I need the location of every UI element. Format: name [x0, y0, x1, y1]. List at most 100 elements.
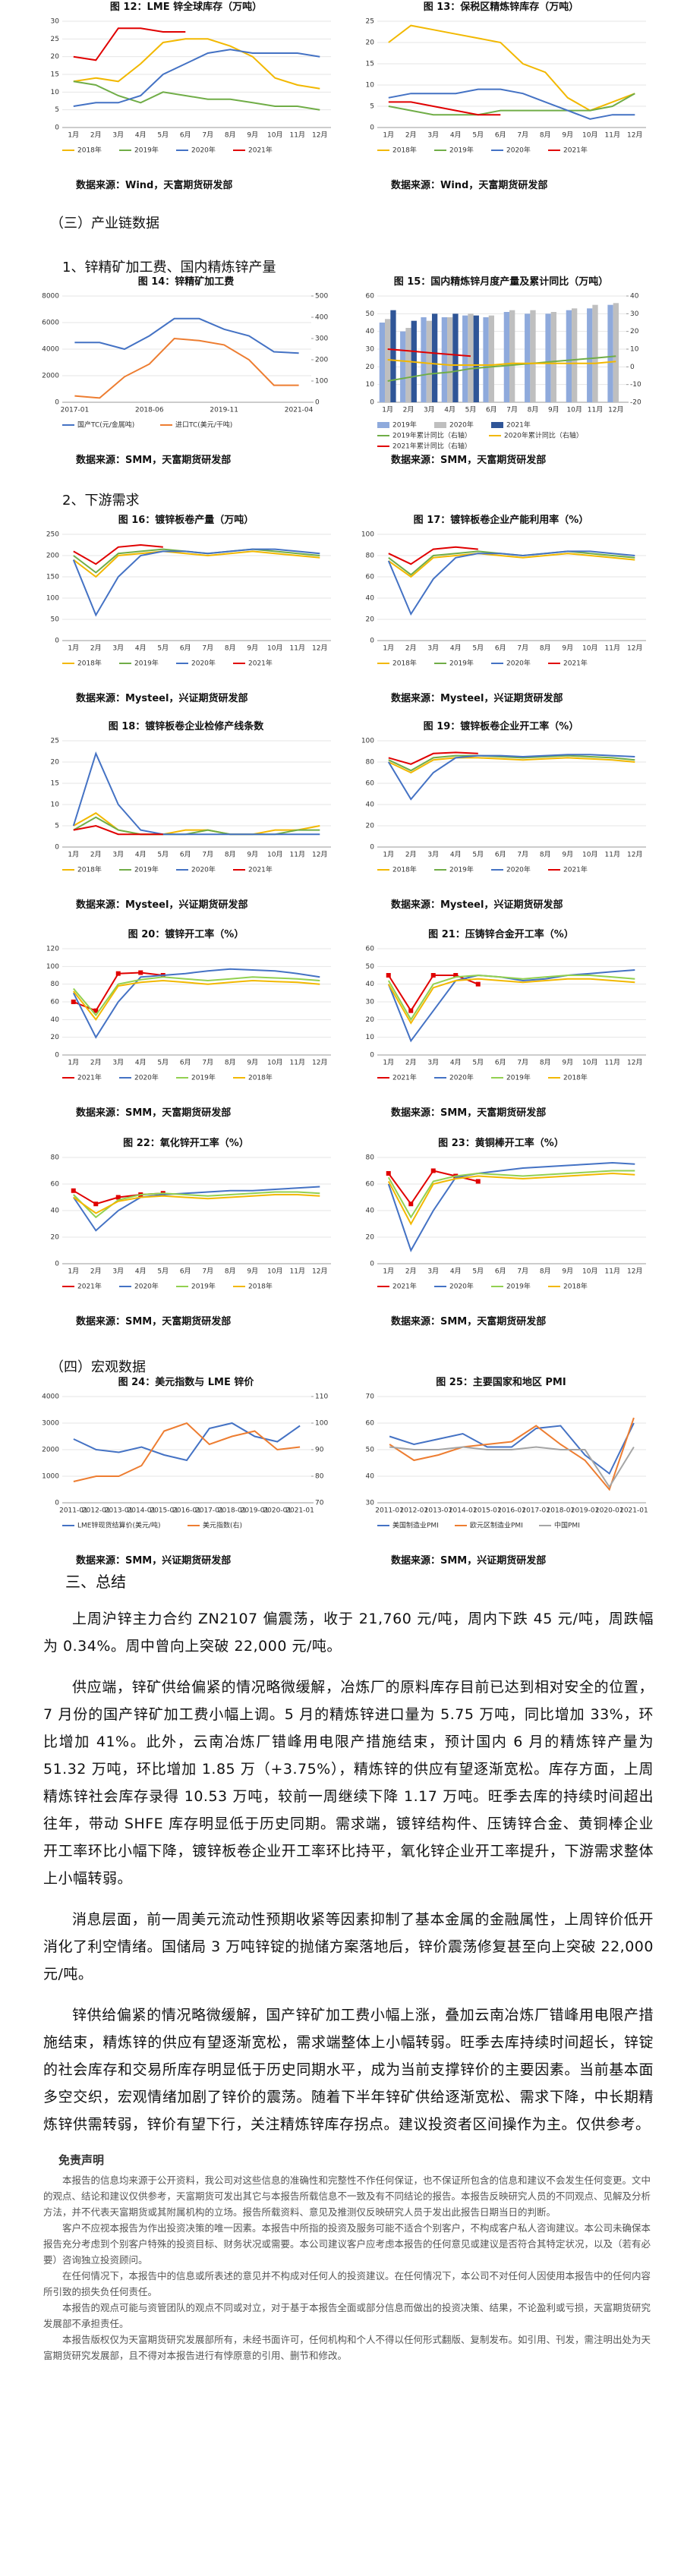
series-line	[74, 317, 299, 354]
legend-label: 2018年	[77, 659, 102, 668]
x-tick-label: 2月	[405, 131, 417, 140]
legend-label: 2021年	[392, 1073, 417, 1082]
paragraph: 消息层面，前一周美元流动性预期收紧等因素抑制了基本金属的金融属性，上周锌价低开消…	[43, 1911, 654, 1982]
bar	[462, 315, 468, 402]
series-line	[389, 1446, 635, 1488]
figure-title: 图 25：主要国家和地区 PMI	[436, 1377, 566, 1388]
bar	[468, 313, 474, 402]
y-tick-label: 0	[55, 1052, 59, 1060]
series-line	[387, 978, 635, 1025]
x-tick-label: 8月	[225, 131, 236, 140]
y-tick-label: 40	[366, 801, 375, 809]
y-tick-label: 4000	[42, 1393, 59, 1401]
legend-label: 2018年	[248, 1282, 273, 1291]
x-tick-label: 4月	[450, 644, 462, 653]
series-line	[73, 979, 320, 1021]
y-tick-label: 80	[51, 981, 60, 988]
x-tick-label: 5月	[157, 131, 169, 140]
bar	[592, 304, 598, 402]
chart: 0 20 40 60 80 100 120 1月 2月 3月 4月 5月 6月 7月 8月 9月 10月 11月 1…	[46, 946, 331, 1082]
marker	[138, 970, 143, 975]
x-tick-label: 8月	[540, 644, 551, 653]
y-tick-label: 20	[51, 759, 60, 767]
x-tick-label: 2017-01	[522, 1507, 550, 1515]
legend-label: 2019年	[449, 865, 474, 874]
x-tick-label: 8月	[540, 1268, 551, 1276]
summary-section: 三、总结 上周沪锌主力合约 ZN2107 偏震荡，收于 21,760 元/吨，周…	[0, 1570, 684, 2363]
series-line	[73, 1422, 301, 1462]
marker	[115, 1195, 121, 1200]
series-line	[73, 49, 320, 107]
bar	[483, 317, 489, 402]
x-tick-label: 3月	[112, 644, 124, 653]
series-line	[72, 548, 320, 617]
x-tick-label: 6月	[495, 1268, 506, 1276]
y2-tick-label: 200	[315, 357, 328, 364]
x-tick-label: 10月	[582, 644, 597, 653]
series-line	[388, 101, 501, 116]
x-tick-label: 12月	[627, 1059, 642, 1067]
x-tick-label: 7月	[517, 131, 528, 140]
y-tick-label: 0	[55, 1261, 59, 1268]
x-tick-label: 6月	[486, 406, 497, 414]
x-tick-label: 10月	[566, 406, 582, 414]
y-tick-label: 200	[46, 553, 59, 560]
x-tick-label: 12月	[312, 644, 327, 653]
figure-source: 数据来源：Mysteel，兴证期货研发部	[391, 899, 563, 911]
bar	[452, 313, 459, 402]
x-tick-label: 4月	[135, 131, 147, 140]
x-tick-label: 7月	[202, 1059, 213, 1067]
marker	[430, 973, 436, 978]
x-tick-label: 2月	[90, 644, 102, 653]
x-tick-label: 6月	[180, 851, 191, 859]
figure-source: 数据来源：SMM，天富期货研发部	[391, 1107, 547, 1119]
legend-label: 2018年	[563, 1073, 588, 1082]
series-line	[389, 1417, 635, 1491]
y-tick-label: 80	[51, 1154, 60, 1162]
x-tick-label: 10月	[267, 1059, 282, 1067]
x-tick-label: 4月	[450, 131, 462, 140]
legend-label: 美元指数(右)	[203, 1521, 242, 1530]
series-line	[387, 974, 635, 1022]
legend-label: 2019年	[134, 659, 159, 668]
figure: 图 21：压铸锌合金开工率（%） 0 10 20 30 40 50 60 1月 2月 3月 4月 5月 6…	[345, 927, 657, 1122]
y2-tick-label: 300	[315, 335, 328, 343]
y-tick-label: 120	[46, 946, 59, 953]
figure: 图 25：主要国家和地区 PMI 30 40 50 60 70 2011-01 2012-01…	[345, 1375, 657, 1570]
x-tick-label: 9月	[247, 851, 258, 859]
legend-label: 2021年	[506, 420, 531, 430]
paragraph: 上周沪锌主力合约 ZN2107 偏震荡，收于 21,760 元/吨，周内下跌 4…	[43, 1611, 654, 1655]
x-tick-label: 9月	[562, 644, 573, 653]
bar	[385, 319, 391, 402]
y-tick-label: 2000	[42, 373, 59, 380]
x-tick-label: 6月	[180, 131, 191, 140]
x-tick-label: 2018-06	[135, 407, 164, 414]
chart: 0 50 100 150 200 250 1月 2月 3月 4月 5月 6月 7月 8月 9月 10月 11月 1…	[46, 531, 331, 668]
x-tick-label: 8月	[225, 1268, 236, 1276]
series-line	[73, 1191, 320, 1219]
x-tick-label: 2012-01	[82, 1507, 111, 1515]
x-tick-label: 1月	[383, 1268, 394, 1276]
figure: 图 19：镀锌板卷企业开工率（%） 0 20 40 60 80 100 1月 2月 3月 4月 5月 6…	[345, 720, 657, 914]
x-tick-label: 11月	[290, 851, 305, 859]
marker	[453, 973, 459, 978]
y-tick-label: 40	[366, 328, 375, 335]
paragraph: 本报告版权仅为天富期货研究发展部所有，未经书面许可，任何机构和个人不得以任何形式…	[43, 2334, 651, 2361]
marker	[71, 1188, 76, 1193]
y-tick-label: 0	[55, 844, 59, 852]
x-tick-label: 11月	[605, 851, 620, 859]
x-tick-label: 12月	[312, 131, 327, 140]
x-tick-label: 7月	[506, 406, 518, 414]
y-tick-label: 8000	[42, 293, 59, 301]
x-tick-label: 2月	[90, 1268, 102, 1276]
section-heading: （三）产业链数据	[50, 216, 159, 231]
figure: 图 13：保税区精炼锌库存（万吨） 0 5 10 15 20 25 1月 2月 3月 4月 5月 6月 7…	[345, 0, 657, 194]
x-tick-label: 5月	[472, 1268, 484, 1276]
x-tick-label: 5月	[472, 851, 484, 859]
x-tick-label: 2020-01	[263, 1507, 292, 1515]
x-tick-label: 8月	[540, 1059, 551, 1067]
y-tick-label: 3000	[42, 1420, 59, 1428]
legend-label: 2021年累计同比（右轴）	[392, 442, 471, 450]
legend-label: 2020年	[506, 865, 531, 874]
x-tick-label: 6月	[495, 851, 506, 859]
